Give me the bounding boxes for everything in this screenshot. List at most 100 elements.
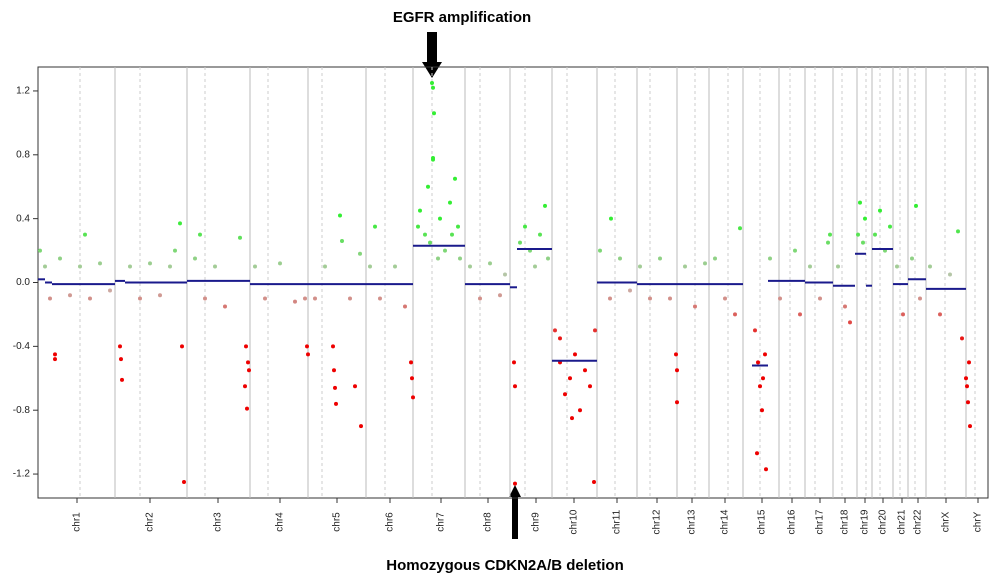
data-point bbox=[967, 360, 971, 365]
data-point bbox=[856, 232, 860, 237]
data-point bbox=[578, 408, 582, 413]
data-point bbox=[148, 261, 152, 266]
data-point bbox=[443, 248, 447, 253]
data-point bbox=[966, 400, 970, 405]
data-point bbox=[755, 451, 759, 456]
data-point bbox=[512, 360, 516, 365]
x-tick-label: chr5 bbox=[332, 512, 343, 532]
x-tick-label: chrX bbox=[941, 511, 952, 532]
arrow bbox=[512, 495, 518, 539]
data-point bbox=[247, 368, 251, 373]
data-point bbox=[168, 264, 172, 269]
data-point bbox=[448, 200, 452, 205]
data-point bbox=[798, 312, 802, 317]
data-point bbox=[658, 256, 662, 261]
data-point bbox=[768, 256, 772, 261]
data-point bbox=[756, 360, 760, 365]
data-point bbox=[938, 312, 942, 317]
data-point bbox=[88, 296, 92, 301]
data-point bbox=[243, 384, 247, 389]
data-point bbox=[348, 296, 352, 301]
data-point bbox=[683, 264, 687, 269]
data-point bbox=[546, 256, 550, 261]
x-tick-label: chr10 bbox=[569, 509, 580, 534]
data-point bbox=[359, 424, 363, 429]
data-point bbox=[458, 256, 462, 261]
data-point bbox=[648, 296, 652, 301]
data-point bbox=[253, 264, 257, 269]
data-point bbox=[583, 368, 587, 373]
data-point bbox=[843, 304, 847, 309]
data-point bbox=[568, 376, 572, 381]
data-point bbox=[836, 264, 840, 269]
plot-area: -1.2 -0.8 -0.4 0.0 0.4 0.8 1.2 chr1 chr2 chr3 chr4… bbox=[13, 66, 989, 535]
data-point bbox=[53, 352, 57, 357]
y-tick-label: 1.2 bbox=[16, 86, 30, 97]
y-tick-label: -1.2 bbox=[13, 469, 31, 480]
data-point bbox=[723, 296, 727, 301]
data-point bbox=[895, 264, 899, 269]
data-point bbox=[533, 264, 537, 269]
y-tick-label: 0.0 bbox=[16, 277, 30, 288]
data-point bbox=[358, 251, 362, 256]
data-point bbox=[340, 238, 344, 243]
data-point bbox=[738, 226, 742, 231]
data-point bbox=[432, 111, 436, 116]
data-point bbox=[182, 480, 186, 485]
data-point bbox=[763, 352, 767, 357]
x-tick-label: chr4 bbox=[275, 512, 286, 532]
data-point bbox=[223, 304, 227, 309]
data-point bbox=[373, 224, 377, 229]
x-tick-label: chr9 bbox=[531, 512, 542, 532]
data-point bbox=[593, 328, 597, 333]
y-tick-label: 0.8 bbox=[16, 149, 30, 160]
data-point bbox=[411, 395, 415, 400]
data-point bbox=[331, 344, 335, 349]
data-point bbox=[965, 384, 969, 389]
y-tick-label: -0.4 bbox=[13, 341, 31, 352]
data-point bbox=[873, 232, 877, 237]
data-point bbox=[410, 376, 414, 381]
data-point bbox=[523, 224, 527, 229]
data-point bbox=[918, 296, 922, 301]
data-point bbox=[503, 272, 507, 277]
data-point bbox=[38, 248, 42, 253]
data-point bbox=[128, 264, 132, 269]
data-point bbox=[910, 256, 914, 261]
data-point bbox=[246, 360, 250, 365]
data-point bbox=[338, 213, 342, 218]
y-tick-label: -0.8 bbox=[13, 405, 31, 416]
x-tick-label: chr15 bbox=[757, 509, 768, 534]
data-point bbox=[901, 312, 905, 317]
data-point bbox=[98, 261, 102, 266]
data-point bbox=[293, 299, 297, 304]
x-tick-label: chr19 bbox=[860, 509, 871, 534]
data-point bbox=[558, 336, 562, 341]
data-point bbox=[426, 184, 430, 189]
data-point bbox=[203, 296, 207, 301]
data-point bbox=[244, 344, 248, 349]
data-point bbox=[570, 416, 574, 421]
data-point bbox=[278, 261, 282, 266]
data-point bbox=[450, 232, 454, 237]
data-point bbox=[861, 240, 865, 245]
data-point bbox=[858, 200, 862, 205]
arrow-head bbox=[509, 485, 521, 497]
data-point bbox=[120, 377, 124, 382]
data-point bbox=[956, 229, 960, 234]
data-point bbox=[430, 80, 434, 85]
data-point bbox=[306, 352, 310, 357]
data-point bbox=[83, 232, 87, 237]
data-point bbox=[332, 368, 336, 373]
data-point bbox=[826, 240, 830, 245]
data-point bbox=[760, 408, 764, 413]
data-point bbox=[563, 392, 567, 397]
data-point bbox=[303, 296, 307, 301]
data-point bbox=[78, 264, 82, 269]
data-point bbox=[848, 320, 852, 325]
data-point bbox=[761, 376, 765, 381]
data-point bbox=[178, 221, 182, 226]
data-point bbox=[778, 296, 782, 301]
x-tick-label: chr22 bbox=[913, 509, 924, 534]
